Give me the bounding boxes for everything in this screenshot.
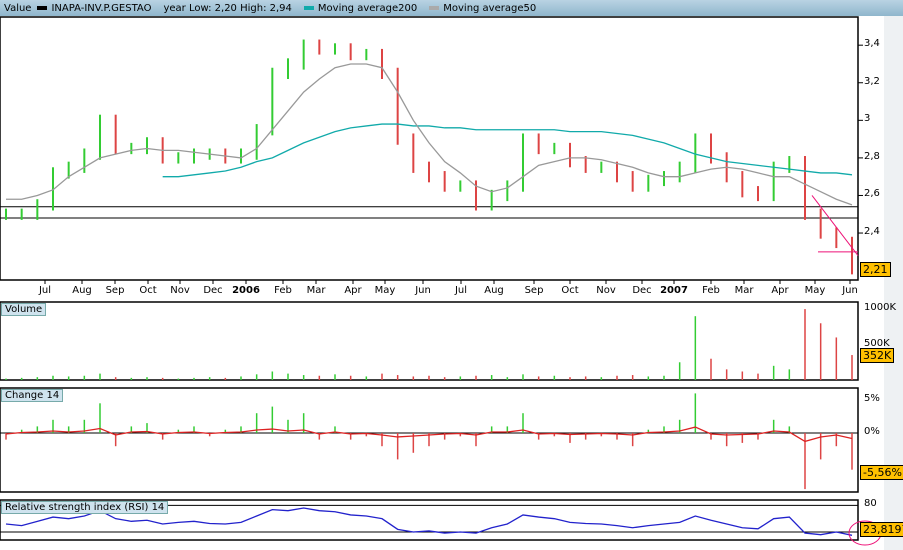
last-volume-badge: 352K [860, 348, 895, 363]
x-tick-label: May [374, 285, 396, 296]
y-tick-label: 80 [864, 498, 877, 510]
x-tick-label: Aug [484, 285, 504, 296]
x-tick-label: Feb [274, 285, 292, 296]
x-tick-label: Dec [632, 285, 652, 296]
panel-frame-0 [0, 16, 859, 281]
legend-value-label: Value [4, 2, 32, 14]
y-tick-label: 3 [864, 113, 871, 125]
rsi-line [5, 507, 853, 536]
y-tick-label: 2,6 [864, 188, 880, 200]
x-tick-label: Mar [734, 285, 754, 296]
last-change-badge: -5,56% [860, 465, 903, 480]
x-tick-label: Oct [139, 285, 157, 296]
y-tick-label: 1000K [864, 302, 897, 314]
legend-ma200: Moving average200 [303, 3, 417, 14]
ma200-line [162, 123, 853, 178]
rsi-panel-label: Relative strength index (RSI) 14 [1, 501, 169, 514]
trend-line [811, 195, 859, 256]
volume-panel-label: Volume [1, 303, 47, 316]
y-tick-label: 3,2 [864, 75, 880, 87]
ma50-line [6, 63, 853, 206]
y-tick-label: 5% [864, 393, 880, 404]
chart-legend: Value INAPA-INV.P.GESTAO year Low: 2,20 … [0, 0, 903, 16]
legend-symbol: INAPA-INV.P.GESTAO [37, 3, 151, 14]
x-tick-label: 2006 [232, 285, 260, 296]
legend-year-range: year Low: 2,20 High: 2,94 [163, 2, 292, 14]
legend-ma50: Moving average50 [429, 3, 536, 14]
x-tick-label: Apr [771, 285, 789, 296]
y-tick-label: 2,4 [864, 226, 880, 238]
y-tick-label: 2,8 [864, 150, 880, 162]
panel-frame-1 [0, 301, 859, 381]
x-tick-label: May [804, 285, 826, 296]
x-tick-label: Nov [596, 285, 616, 296]
last-price-badge: 2,21 [860, 261, 891, 277]
x-tick-label: Mar [306, 285, 326, 296]
x-tick-label: Sep [105, 285, 125, 296]
change-average-line [5, 426, 853, 443]
x-tick-label: Nov [170, 285, 190, 296]
x-tick-label: Oct [561, 285, 579, 296]
x-tick-label: Feb [702, 285, 720, 296]
last-rsi-badge: 23,8197 [860, 522, 903, 537]
right-margin [884, 16, 903, 550]
x-tick-label: Apr [344, 285, 362, 296]
change-panel-label: Change 14 [1, 389, 64, 402]
x-tick-label: Jul [38, 285, 52, 296]
x-tick-label: Dec [203, 285, 223, 296]
y-tick-label: 500K [864, 337, 890, 349]
x-tick-label: 2007 [660, 285, 688, 296]
y-tick-label: 3,4 [864, 38, 880, 50]
x-tick-label: Aug [72, 285, 92, 296]
x-tick-label: Jun [842, 285, 858, 296]
x-tick-label: Jul [454, 285, 468, 296]
y-tick-label: 0% [864, 426, 880, 437]
x-tick-label: Sep [524, 285, 544, 296]
x-tick-label: Jun [415, 285, 431, 296]
